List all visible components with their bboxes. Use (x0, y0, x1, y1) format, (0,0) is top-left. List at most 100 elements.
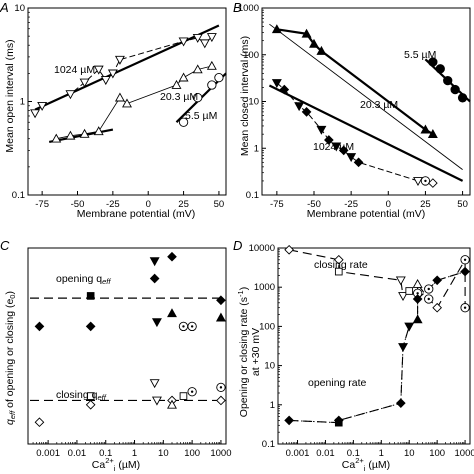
panel-a-point (114, 55, 125, 65)
panel-d-opening-dotted-curve (289, 271, 466, 424)
panel-d-closing-point-center (427, 297, 430, 301)
panel-b-label-5: 5.5 µM (404, 49, 436, 61)
panel-a-x-tick-label: 0 (146, 199, 151, 210)
panel-d-x-tick-label: 0.01 (316, 448, 335, 459)
panel-a-x-tick-label: -75 (35, 199, 49, 210)
panel-a-letter: A (0, 0, 9, 15)
panel-b-y-axis-label: Mean closed interval (ms) (239, 36, 251, 156)
panel-a-point (192, 33, 203, 43)
panel-c: C 0.001 0.01 0.1 1 10 100 1000 opening qeff cl… (0, 238, 231, 473)
panel-c-closing-point-center (219, 386, 223, 389)
panel-b-x-tick-label: 25 (420, 199, 431, 210)
panel-c-axes: 0.001 0.01 0.1 1 10 100 1000 (27, 247, 231, 459)
panel-a-point (207, 80, 217, 90)
panel-a-x-tick-label: -25 (106, 199, 120, 210)
panel-a-point (51, 133, 62, 143)
panel-a-point (178, 37, 189, 47)
panel-d-opening-point (398, 343, 408, 353)
panel-d-closing-point (333, 254, 344, 265)
panel-d-x-tick-label: 10 (404, 448, 415, 459)
panel-a-point (193, 92, 203, 103)
panel-d-x-tick-label: 100 (429, 448, 445, 459)
panel-c-y-axis-label: qeff of opening or closing (e0) (4, 291, 17, 425)
panel-d-y-tick-label: 10000 (249, 243, 275, 254)
panel-a-x-tick-label: 50 (214, 199, 225, 210)
panel-c-x-axis-label: Ca2+i (µM) (92, 456, 140, 473)
panel-d-opening-point (412, 314, 423, 324)
panel-c-closing-point (85, 399, 96, 410)
panel-a-y-tick-label: 1 (20, 97, 25, 108)
panel-a-fit-line (34, 24, 220, 111)
panel-a: A -75 -50 -25 0 25 50 0.1 1 10 1024 µM 20.3 µM 5… (0, 0, 227, 220)
panel-d-y-axis-label-line1: Opening or closing rate (s-1) (236, 287, 250, 417)
panel-b-y-tick-label: 100 (243, 50, 259, 61)
panel-b-point (450, 84, 460, 95)
panel-c-x-tick-label: 100 (184, 448, 200, 459)
panel-b-point (413, 177, 423, 187)
panel-b-y-tick-label: 1000 (238, 3, 259, 14)
panel-b-point (309, 38, 319, 48)
panel-a-point (206, 33, 217, 43)
panel-d-closing-point-center (463, 306, 467, 309)
panel-b-point (428, 57, 438, 67)
panel-d-y-tick-label: 10 (264, 361, 275, 372)
panel-b-point (294, 102, 305, 112)
panel-a-x-axis-label: Membrane potential (mV) (77, 208, 195, 220)
panel-c-letter: C (0, 238, 10, 253)
panel-a-point (107, 69, 118, 79)
panel-d-closing-point (334, 267, 343, 276)
panel-b-point (271, 79, 282, 89)
panel-c-closing-label: closing qeff (56, 389, 107, 402)
panel-a-label-5: 5.5 µM (185, 110, 217, 122)
panel-d-y-axis-label-line2: at +30 mV (250, 328, 262, 376)
panel-c-opening-point (34, 321, 45, 332)
panel-c-opening-point (216, 295, 226, 306)
panel-b-y-tick-label: 1 (254, 143, 259, 154)
panel-b-dashed-curve (276, 82, 434, 184)
panel-d-closing-point (412, 278, 423, 288)
panel-b-point-center (424, 179, 427, 183)
panel-b-point (427, 129, 438, 138)
panel-a-label-20: 20.3 µM (160, 91, 198, 103)
panel-a-point (93, 65, 104, 75)
panel-d-x-tick-label: 1000 (455, 448, 474, 459)
panel-d: D 0.001 0.01 0.1 1 10 100 1000 0.1 1 10 100 1000 100… (233, 238, 474, 473)
panel-d-opening-point (333, 415, 344, 426)
panel-b-point (338, 145, 349, 156)
panel-d-opening-point (284, 415, 294, 426)
panel-d-y-tick-label: 0.1 (262, 439, 275, 450)
panel-d-plot-frame (277, 247, 471, 445)
panel-a-point (214, 72, 224, 83)
panel-b-point (301, 107, 312, 117)
panel-b: B -75 -50 -25 0 25 50 0.1 1 10 100 1000 5.5 µM 20.… (233, 0, 471, 220)
panel-b-y-tick-label: 10 (248, 97, 259, 108)
panel-d-x-axis-label: Ca2+i (µM) (342, 456, 390, 473)
panel-b-label-20: 20.3 µM (360, 99, 398, 111)
panel-d-closing-label: closing rate (314, 259, 368, 271)
panel-b-point (279, 84, 290, 95)
panel-c-opening-point-center (190, 325, 194, 328)
panel-c-opening-label: opening qeff (56, 273, 111, 286)
panel-b-x-tick-label: -50 (307, 199, 321, 210)
panel-b-point (428, 178, 438, 188)
panel-a-fit-lines (34, 24, 227, 143)
panel-d-x-tick-label: 0.1 (347, 448, 360, 459)
panel-d-opening-label: opening rate (308, 377, 367, 389)
panel-b-point (346, 153, 357, 163)
panel-a-point (30, 109, 41, 119)
panel-b-point (316, 125, 327, 135)
panel-d-axes: 0.001 0.01 0.1 1 10 100 1000 0.1 1 10 100 1000 10000 (249, 243, 474, 459)
panel-b-x-tick-label: 0 (386, 199, 391, 210)
panel-c-x-tick-label: 0.001 (36, 448, 60, 459)
panel-d-opening-point-center (427, 287, 430, 291)
panel-d-opening-point (432, 275, 442, 286)
panel-d-closing-point (405, 287, 414, 295)
panel-d-opening-dashed-curve (289, 271, 466, 424)
panel-c-plot-frame (27, 247, 227, 445)
panel-d-fit-lines (288, 249, 466, 424)
panel-c-x-tick-label: 0.01 (68, 448, 87, 459)
panel-a-point (178, 72, 189, 82)
panel-b-point (457, 93, 468, 103)
panel-a-point (100, 76, 111, 86)
panel-a-x-tick-label: 25 (178, 199, 189, 210)
